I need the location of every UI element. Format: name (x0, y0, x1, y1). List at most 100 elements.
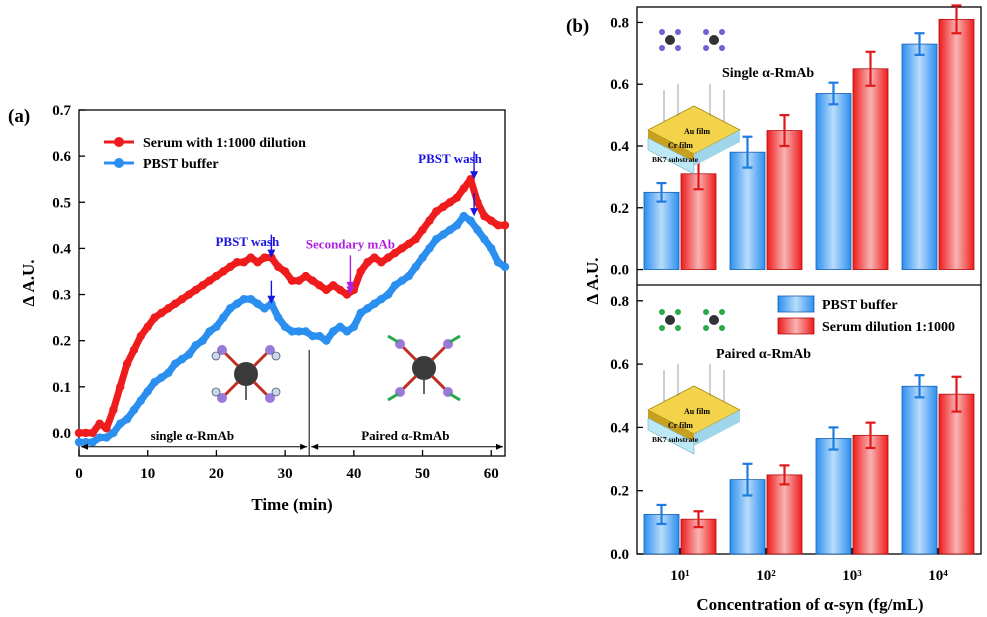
legend-marker-pbst (114, 158, 124, 168)
data-point (411, 234, 420, 244)
panel-a-label: (a) (8, 106, 30, 127)
annotation-arrowhead (267, 249, 276, 258)
x-tick-label: 40 (346, 466, 361, 482)
data-point (397, 244, 407, 253)
data-point (418, 225, 427, 235)
annotation-label: Paired α-RmAb (361, 428, 449, 443)
data-point (294, 327, 304, 336)
data-point (198, 281, 207, 290)
y-tick-label: 0.2 (610, 201, 629, 217)
data-point (170, 359, 180, 368)
legend-label-pbst-b: PBST buffer (822, 298, 898, 313)
annotation-arrowhead (470, 171, 479, 180)
data-point (500, 262, 510, 272)
x-tick-label: 10² (756, 568, 776, 584)
data-point (335, 322, 345, 332)
sensor-label-cr-bottom: Cr film (668, 421, 693, 430)
data-point (157, 373, 166, 382)
data-point (225, 262, 235, 272)
data-point (253, 299, 262, 308)
data-point (493, 258, 503, 267)
sensor-label-cr-top: Cr film (668, 141, 693, 150)
data-point (219, 267, 228, 276)
data-point (473, 198, 482, 207)
data-point (329, 281, 338, 290)
x-tick-label: 10 (140, 466, 155, 482)
data-point (212, 322, 221, 332)
data-point (377, 294, 386, 304)
data-point (432, 207, 441, 216)
panel-b-x-axis-label: Concentration of α-syn (fg/mL) (696, 595, 923, 614)
data-point (466, 175, 475, 184)
data-point (88, 437, 97, 447)
y-tick-label: 0.2 (610, 484, 629, 500)
data-point (342, 327, 352, 336)
data-point (81, 428, 91, 438)
data-point (164, 368, 173, 378)
data-point (287, 327, 297, 336)
data-point (212, 271, 221, 281)
data-point (390, 248, 400, 258)
data-point (129, 345, 139, 355)
y-tick-label: 0.7 (52, 103, 71, 119)
data-point (164, 304, 173, 313)
data-point (493, 221, 503, 230)
data-point (157, 308, 166, 318)
data-point (452, 193, 462, 202)
data-point (239, 258, 249, 267)
panel-a-series (74, 175, 510, 447)
span-arrowhead (300, 443, 308, 450)
y-tick-label: 0.2 (52, 334, 71, 350)
data-point (280, 267, 290, 276)
y-tick-label: 0.0 (52, 426, 71, 442)
bar (766, 474, 803, 555)
data-point (116, 419, 125, 428)
x-tick-label: 30 (278, 466, 293, 482)
data-point (404, 239, 414, 248)
span-arrowhead (311, 443, 319, 450)
sensor-chip-illustration-bottom: Au film Cr film BK7 substrate (647, 364, 741, 455)
data-point (274, 262, 283, 272)
panel-a-legend: Serum with 1:1000 dilution PBST buffer (104, 136, 306, 172)
annotation-label: PBST wash (418, 151, 482, 166)
data-point (445, 198, 455, 207)
data-point (116, 382, 125, 391)
data-point (102, 433, 111, 442)
data-point (383, 253, 393, 262)
data-point (170, 299, 180, 308)
data-point (143, 322, 152, 332)
data-point (198, 336, 207, 345)
data-point (425, 244, 434, 253)
legend-marker-serum (114, 137, 124, 147)
x-tick-label: 60 (484, 466, 499, 482)
data-point (370, 253, 379, 262)
y-tick-label: 0.4 (52, 241, 71, 257)
bar (766, 130, 803, 270)
data-point (487, 244, 496, 253)
data-point (287, 276, 297, 285)
bar (938, 393, 975, 555)
data-point (122, 414, 132, 424)
sensor-label-bk7-top: BK7 substrate (652, 155, 699, 164)
panel-b-frame (636, 6, 982, 555)
data-point (432, 234, 441, 244)
data-point (418, 253, 427, 262)
data-point (225, 304, 235, 313)
data-point (129, 405, 139, 415)
data-point (143, 387, 152, 396)
bar (815, 438, 852, 555)
annotation-label: PBST wash (215, 234, 279, 249)
y-tick-label: 0.0 (610, 263, 629, 279)
data-point (232, 299, 242, 308)
legend-swatch-pbst (777, 295, 815, 313)
paired-antibody-illustration (387, 334, 461, 402)
data-point (322, 336, 331, 345)
data-point (480, 211, 489, 221)
data-point (232, 258, 242, 267)
data-point (315, 281, 324, 290)
data-point (466, 216, 475, 225)
annotation-label: Secondary mAb (306, 236, 395, 251)
y-tick-label: 0.6 (610, 357, 629, 373)
bar (643, 191, 680, 270)
